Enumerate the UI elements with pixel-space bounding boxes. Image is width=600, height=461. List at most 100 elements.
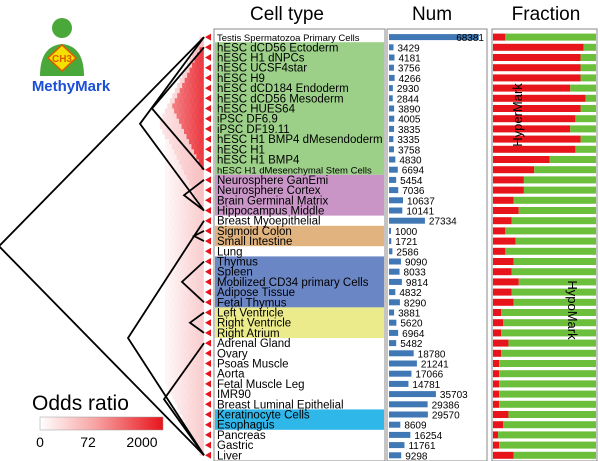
heatmap-cell [187, 348, 192, 359]
fraction-bar-hypo [570, 125, 596, 133]
heatmap-cell [177, 399, 182, 410]
num-label: 4266 [399, 74, 422, 85]
num-bar [389, 391, 436, 398]
heatmap-cell [197, 52, 202, 63]
num-label: 68381 [456, 33, 484, 44]
heatmap-cell [179, 200, 184, 211]
heatmap-cell [177, 215, 182, 227]
fraction-bar-hypo [499, 380, 596, 388]
heatmap-cell [162, 123, 167, 135]
cell-type-label: hESC UCSF4star [217, 63, 307, 75]
cell-type-label: Fetal Thymus [217, 297, 287, 309]
num-bar [389, 411, 428, 418]
num-frame [386, 28, 488, 461]
heatmap-cell [172, 338, 177, 349]
num-bar [389, 319, 397, 326]
heatmap-cell [179, 159, 184, 170]
heatmap-cell [179, 210, 184, 221]
heatmap-cell [167, 246, 172, 257]
num-bar [389, 340, 397, 347]
heatmap-cell [182, 113, 187, 125]
heatmap-cell [182, 154, 187, 165]
heatmap-cell [189, 292, 194, 303]
heatmap-cell [197, 409, 202, 420]
heatmap-cell [174, 302, 180, 313]
heatmap-cell [182, 409, 187, 420]
heatmap-cell [172, 276, 177, 288]
heatmap-cell [199, 118, 204, 130]
heatmap-cell [197, 389, 202, 400]
group-band [215, 307, 384, 338]
num-bar [389, 146, 394, 153]
fraction-bar-hypo [513, 451, 596, 459]
heatmap-cell [177, 185, 182, 196]
heatmap-cell [179, 383, 184, 395]
heatmap-cell [184, 230, 189, 242]
heatmap-cell [184, 251, 189, 262]
num-label: 2586 [396, 247, 419, 258]
fraction-bar-hyper [493, 278, 519, 286]
heatmap-cell [182, 103, 187, 114]
fraction-bar-hyper [493, 451, 514, 459]
num-label: 6964 [402, 329, 425, 340]
heatmap-cell [167, 297, 172, 308]
num-bar [389, 268, 400, 275]
cell-type-label: Testis Spermatozoa Primary Cells [217, 33, 360, 44]
heatmap-cell [184, 210, 189, 221]
heatmap-cell [184, 149, 189, 160]
fraction-bar-hypo [534, 166, 596, 174]
heatmap-cell [167, 113, 172, 125]
heatmap-cell [169, 230, 175, 242]
header-fraction: Fraction [512, 4, 581, 25]
heatmap-cell [172, 225, 177, 237]
num-bar [389, 105, 395, 112]
heatmap-cell [194, 169, 199, 181]
heatmap-cell [184, 159, 189, 170]
heatmap-cell [169, 118, 175, 130]
num-label: 21241 [421, 360, 449, 371]
heatmap-cell [197, 419, 202, 431]
heatmap-cell [199, 312, 204, 323]
heatmap-cell [169, 373, 175, 385]
heatmap-cell [197, 297, 202, 308]
heatmap-cell [167, 195, 172, 206]
heatmap-cell [194, 281, 199, 293]
cell-type-label: Ovary [217, 348, 248, 360]
dendrogram-branch [182, 179, 205, 212]
heatmap-cell [189, 363, 194, 374]
row-marker [205, 370, 211, 378]
header-num: Num [412, 4, 452, 25]
fraction-bar-hypo [505, 227, 596, 235]
row-marker [205, 54, 211, 61]
heatmap-cell [174, 363, 180, 374]
heatmap-cell [189, 230, 194, 242]
heatmap-cell [177, 358, 182, 369]
heatmap-cell [179, 128, 184, 140]
num-bar [389, 258, 401, 265]
heatmap-cell [184, 118, 189, 130]
num-label: 4830 [399, 156, 422, 167]
cell-type-label: Adrenal Gland [217, 338, 291, 350]
fraction-bar-hyper [493, 33, 506, 41]
heatmap-cell [187, 225, 192, 237]
heatmap-cell [179, 261, 184, 272]
cell-type-label: Keratinocyte Cells [217, 410, 310, 422]
heatmap-cell [182, 358, 187, 369]
heatmap-cell [199, 373, 204, 385]
fraction-bar-hypo [575, 115, 596, 123]
heatmap-cell [199, 302, 204, 313]
heatmap-cell [189, 241, 194, 252]
heatmap-cell [194, 261, 199, 272]
heatmap-cell [164, 210, 170, 221]
heatmap-cell [177, 134, 182, 145]
legend-gradient [39, 416, 164, 431]
heatmap-cell [164, 322, 170, 334]
heatmap-cell [199, 404, 204, 415]
heatmap-cell [167, 185, 172, 196]
heatmap-cell [192, 389, 197, 400]
heatmap-cell [179, 118, 184, 130]
heatmap-cell [172, 134, 177, 145]
heatmap-cell [199, 281, 204, 293]
heatmap-cell [189, 383, 194, 395]
fraction-bar-hyper [493, 288, 512, 296]
